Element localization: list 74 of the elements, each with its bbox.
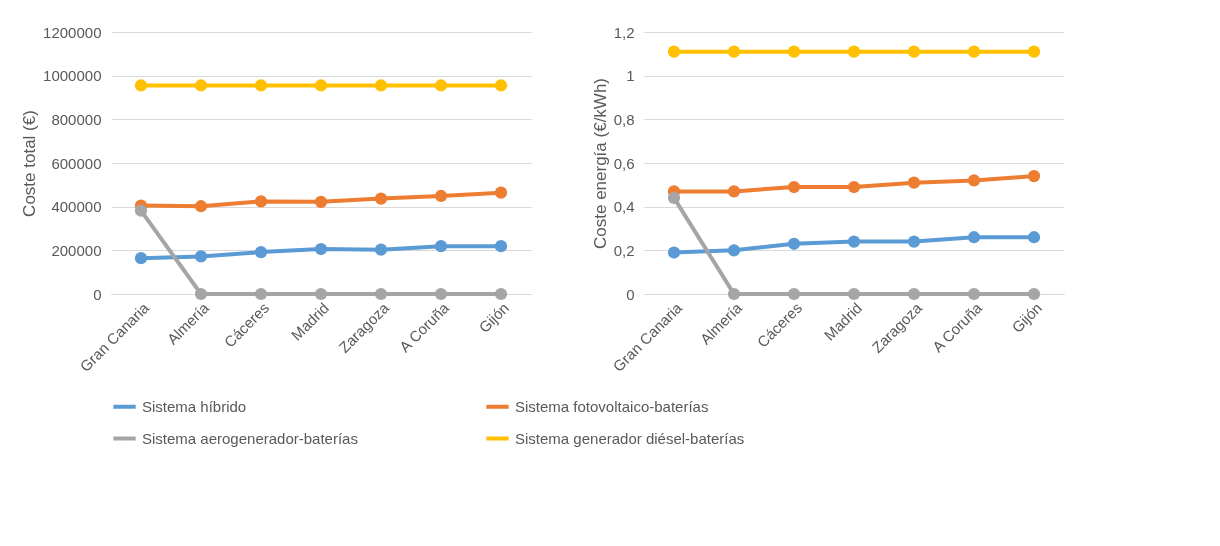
y-tick-label: 1	[626, 67, 635, 85]
point	[134, 252, 148, 265]
point	[967, 45, 981, 58]
point	[494, 240, 508, 253]
point	[727, 45, 741, 58]
point	[314, 195, 328, 208]
point	[727, 244, 741, 257]
point	[374, 79, 388, 92]
point	[847, 287, 861, 301]
point	[374, 287, 388, 301]
legend-label: Sistema fotovoltaico-baterías	[515, 397, 709, 415]
point	[434, 79, 448, 92]
point	[847, 45, 861, 58]
point	[374, 243, 388, 256]
point	[847, 180, 861, 194]
point	[254, 287, 268, 301]
point	[134, 204, 148, 217]
y-tick-label: 0,2	[613, 241, 635, 259]
point	[434, 189, 448, 203]
point	[787, 180, 801, 194]
y-tick-label: 800000	[51, 110, 102, 128]
point	[1027, 45, 1041, 58]
point	[847, 235, 861, 248]
point	[907, 176, 921, 189]
point	[134, 79, 148, 92]
point	[727, 287, 741, 301]
y-tick-label: 1000000	[43, 67, 102, 85]
legend-label: Sistema híbrido	[142, 397, 247, 415]
point	[254, 79, 268, 92]
point	[374, 192, 388, 205]
y-tick-label: 600000	[51, 154, 102, 172]
point	[194, 200, 208, 213]
point	[494, 186, 508, 199]
point	[787, 237, 801, 250]
point	[907, 45, 921, 58]
y-tick-label: 0,6	[613, 154, 635, 172]
point	[434, 240, 448, 253]
y-tick-label: 200000	[51, 241, 102, 259]
y-tick-label: 400000	[51, 198, 102, 216]
point	[434, 287, 448, 301]
point	[967, 287, 981, 301]
y-tick-label: 0	[93, 285, 102, 303]
point	[787, 45, 801, 58]
point	[494, 79, 508, 92]
y-tick-label: 0,4	[613, 198, 635, 216]
y-tick-label: 0	[626, 285, 635, 303]
point	[194, 250, 208, 263]
point	[194, 287, 208, 301]
y-tick-label: 1200000	[43, 23, 102, 41]
point	[667, 191, 681, 205]
point	[1027, 287, 1041, 301]
point	[194, 79, 208, 92]
point	[254, 195, 268, 208]
point	[314, 242, 328, 256]
point	[667, 45, 681, 58]
y-axis-title: Coste total (€)	[20, 110, 40, 217]
point	[727, 185, 741, 198]
point	[667, 246, 681, 259]
point	[494, 287, 508, 301]
y-tick-label: 1,2	[613, 23, 635, 41]
point	[254, 245, 268, 259]
point	[967, 231, 981, 244]
y-tick-label: 0,8	[613, 110, 635, 128]
y-axis-title: Coste energía (€/kWh)	[590, 77, 610, 250]
point	[314, 287, 328, 301]
point	[787, 287, 801, 301]
legend-label: Sistema generador diésel-baterías	[515, 429, 745, 447]
point	[1027, 169, 1041, 183]
point	[1027, 231, 1041, 244]
legend-label: Sistema aerogenerador-baterías	[142, 429, 358, 447]
point	[967, 174, 981, 187]
point	[907, 235, 921, 248]
point	[314, 79, 328, 92]
point	[907, 287, 921, 301]
